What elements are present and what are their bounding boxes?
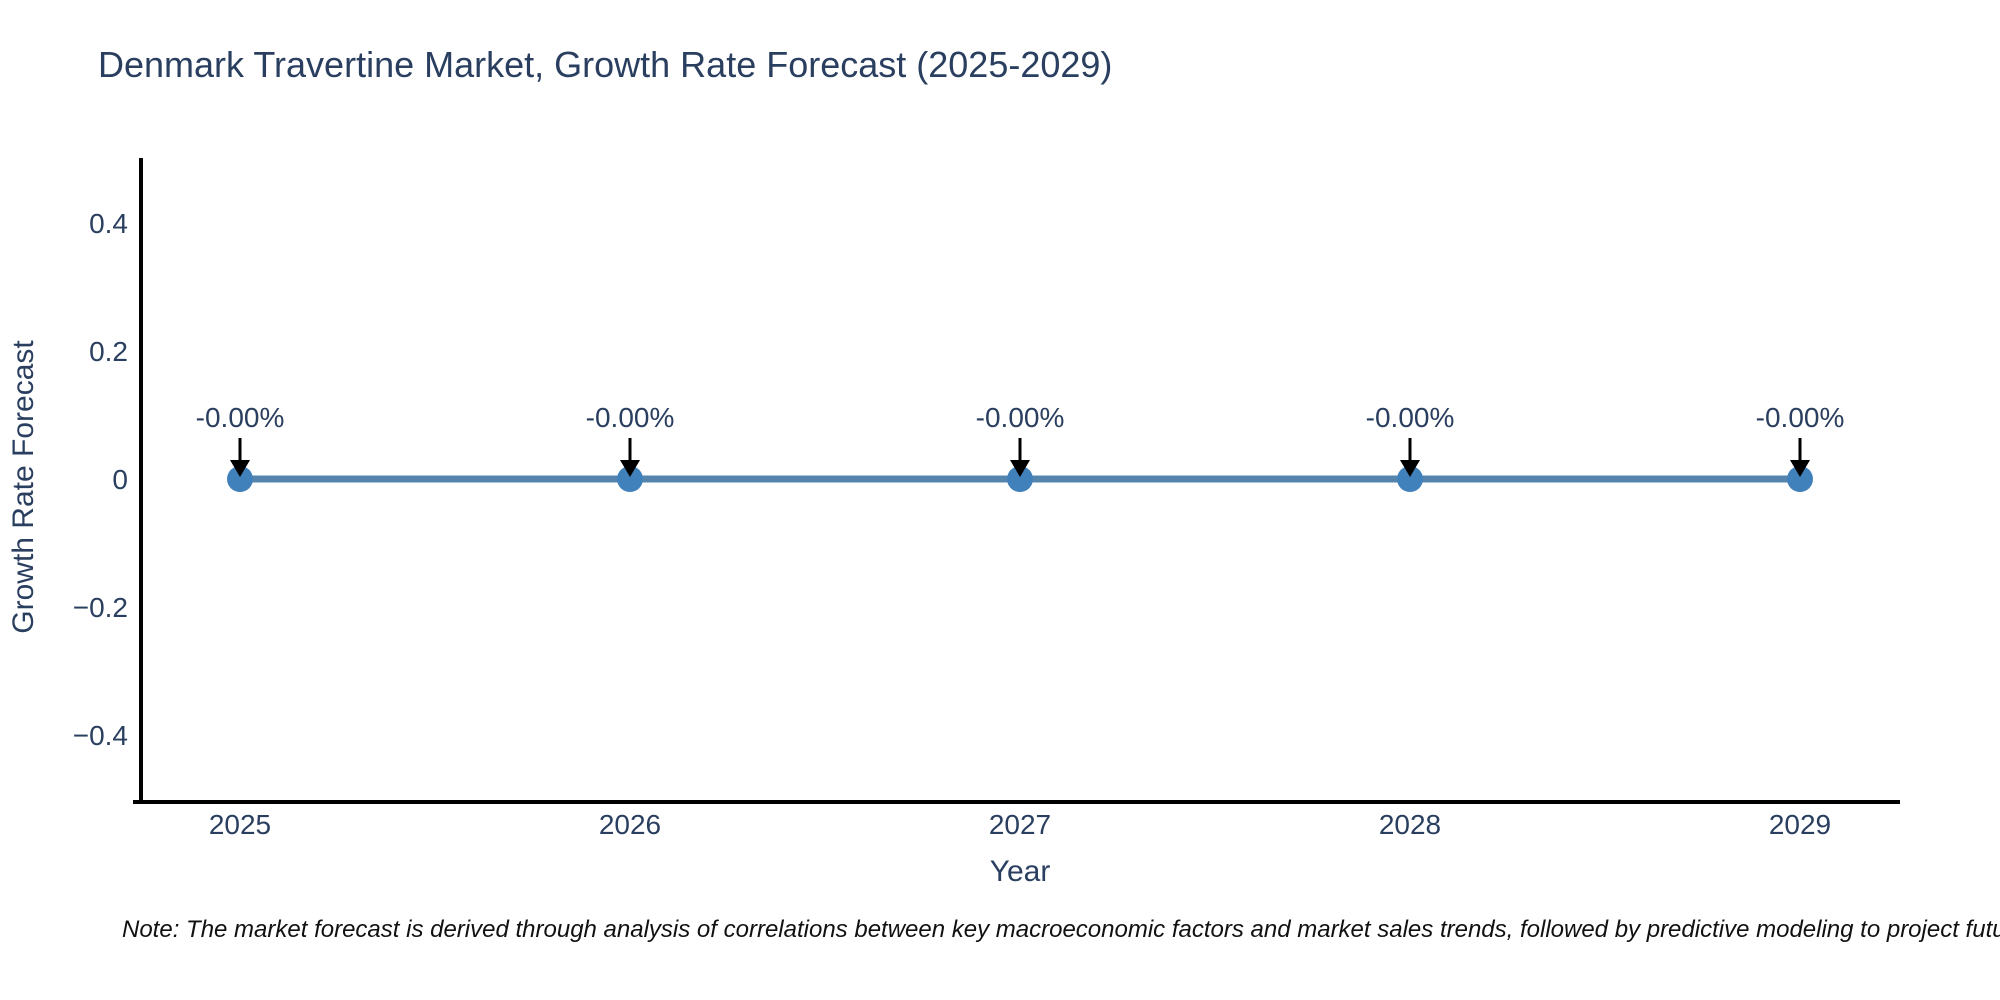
y-tick-label: 0.4 xyxy=(89,208,128,239)
annotation-arrowhead xyxy=(1400,460,1420,477)
annotation-arrowhead xyxy=(1790,460,1810,477)
x-tick-label: 2025 xyxy=(209,809,271,840)
annotation-label: -0.00% xyxy=(1756,402,1845,433)
y-tick-label: 0 xyxy=(112,464,128,495)
y-tick-label: −0.2 xyxy=(73,592,128,623)
annotation-label: -0.00% xyxy=(1366,402,1455,433)
x-axis-title: Year xyxy=(989,855,1051,888)
x-tick-label: 2027 xyxy=(989,809,1051,840)
footnote: Note: The market forecast is derived thr… xyxy=(122,916,2000,943)
data-point-marker xyxy=(1787,466,1813,492)
annotation-arrowhead xyxy=(1010,460,1030,477)
annotation-arrowhead xyxy=(230,460,250,477)
x-tick-label: 2026 xyxy=(599,809,661,840)
x-tick-label: 2028 xyxy=(1379,809,1441,840)
annotation-label: -0.00% xyxy=(976,402,1065,433)
y-tick-label: −0.4 xyxy=(73,720,128,751)
data-point-marker xyxy=(617,466,643,492)
data-point-marker xyxy=(1007,466,1033,492)
annotation-label: -0.00% xyxy=(586,402,675,433)
annotation-arrowhead xyxy=(620,460,640,477)
data-point-marker xyxy=(227,466,253,492)
x-tick-label: 2029 xyxy=(1769,809,1831,840)
y-tick-label: 0.2 xyxy=(89,336,128,367)
annotation-label: -0.00% xyxy=(196,402,285,433)
chart-title: Denmark Travertine Market, Growth Rate F… xyxy=(98,44,1113,85)
data-point-marker xyxy=(1397,466,1423,492)
